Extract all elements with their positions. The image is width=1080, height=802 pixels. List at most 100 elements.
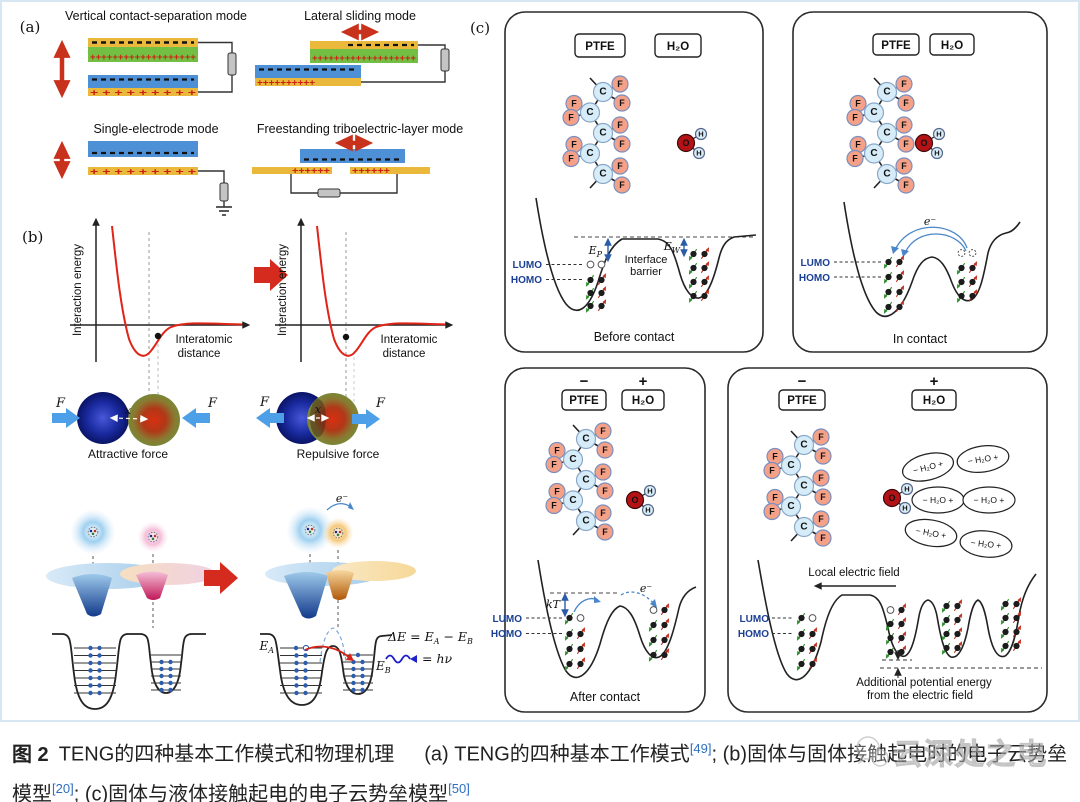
atom-c — [562, 490, 584, 511]
arrowhead — [445, 321, 454, 329]
quadrant-border — [504, 11, 764, 353]
atom-label: F — [602, 486, 608, 496]
atom-h — [643, 484, 657, 498]
arrowhead — [680, 237, 688, 246]
positive-charges: + + + + + + + + + — [90, 88, 196, 98]
polarized-water-label: − H₂O + — [970, 537, 1002, 550]
atom-f — [763, 502, 781, 521]
q2-caption: In contact — [893, 332, 948, 346]
water-molecule: H HO — [676, 127, 708, 160]
atom-label: F — [600, 426, 606, 436]
atom-label: C — [787, 501, 794, 512]
negative-sign: − — [798, 373, 807, 390]
h2o-box — [929, 33, 975, 56]
electron-dot — [294, 653, 299, 658]
force-label: F — [207, 396, 218, 411]
energy-levels — [151, 654, 181, 691]
kt-label: kT — [546, 598, 562, 611]
atom-label: F — [820, 451, 826, 461]
dielectric-green — [310, 49, 418, 63]
arrowhead — [894, 652, 902, 661]
atom-f — [594, 422, 612, 440]
atom-label: O — [682, 138, 689, 148]
force-arrow-left-icon — [182, 408, 210, 428]
electron-transition-arrow — [304, 645, 352, 660]
atom-label: F — [551, 501, 557, 511]
x-axis-label: Interatomic — [176, 334, 233, 346]
electron-dot — [360, 673, 365, 679]
electron-dot — [97, 675, 102, 681]
homo-label: HOMO — [491, 629, 522, 640]
positive-charges: +++++++++++++++++++ — [90, 52, 196, 63]
atom-b — [307, 393, 359, 445]
ptfe-label: PTFE — [569, 395, 599, 407]
force-arrow-left-icon — [256, 408, 284, 428]
resistor — [440, 48, 450, 72]
reference-49[interactable]: [49] — [689, 741, 712, 756]
electrode-bottom — [255, 78, 361, 86]
ground-symbol — [216, 206, 232, 216]
arrowhead — [680, 249, 688, 258]
atom-label: C — [800, 481, 807, 492]
atom-label: F — [852, 154, 858, 164]
electron-transfer-arc — [894, 226, 968, 251]
energy-difference-equation: ΔE = EA − EB — [387, 629, 473, 646]
electron-dot — [360, 659, 365, 665]
atom-label: C — [582, 475, 589, 486]
potential-surface-right — [120, 563, 216, 585]
atom-label: F — [571, 99, 577, 109]
figure-border — [0, 0, 1080, 722]
reference-20[interactable]: [20] — [52, 780, 74, 796]
wire — [198, 41, 233, 53]
atom-label: F — [568, 113, 574, 123]
repulsive-atoms: F F x Repulsive force — [256, 392, 386, 461]
atom-c — [592, 122, 614, 144]
electron-dot — [97, 683, 102, 688]
positive-charges: ++++++ — [292, 166, 330, 176]
polarized-water — [956, 445, 1010, 473]
mode3-title: Single-electrode mode — [93, 122, 218, 136]
atom-label: F — [619, 180, 625, 190]
reference-50[interactable]: [50] — [448, 780, 470, 796]
attractive-atoms: F F x Attractive force — [52, 392, 218, 461]
panel-c-label: (c) — [470, 19, 490, 37]
arrowhead — [901, 249, 909, 257]
ptfe-label: PTFE — [585, 41, 615, 53]
arrowhead — [813, 582, 822, 590]
transition-arrow-icon — [254, 259, 288, 291]
atom-label: F — [903, 139, 909, 149]
arrowhead — [894, 667, 902, 676]
state-point — [342, 333, 350, 341]
homo-label: HOMO — [738, 629, 769, 640]
wire — [361, 71, 446, 83]
electron-dot — [294, 668, 299, 673]
y-axis-label: Interaction energy — [72, 244, 84, 336]
nucleus — [332, 527, 344, 539]
interaction-energy-curve — [316, 225, 450, 357]
atom-label: H — [934, 149, 939, 158]
negative-sign: − — [580, 373, 589, 390]
energy-levels — [343, 654, 373, 691]
electron-dot — [303, 660, 308, 666]
electron-dot — [360, 666, 365, 672]
atom-f — [814, 447, 832, 465]
atom-label: F — [600, 467, 606, 477]
x-axis-label: Interatomic — [381, 334, 438, 346]
atom-label: F — [855, 99, 861, 109]
atom-label: F — [769, 466, 775, 476]
panel-b-mechanism: (b) Interaction energy Interatomic dista… — [22, 217, 473, 710]
photon-equation: = hν — [422, 651, 452, 666]
potential-funnel-blue — [72, 574, 112, 617]
electron-cloud-before — [46, 510, 216, 710]
atom-f — [814, 529, 832, 547]
wire — [290, 174, 318, 194]
atom-c — [592, 81, 614, 103]
atom-c — [793, 516, 815, 538]
electron-dot — [351, 687, 356, 693]
merged-double-well — [260, 633, 393, 706]
atom-f — [895, 116, 913, 134]
